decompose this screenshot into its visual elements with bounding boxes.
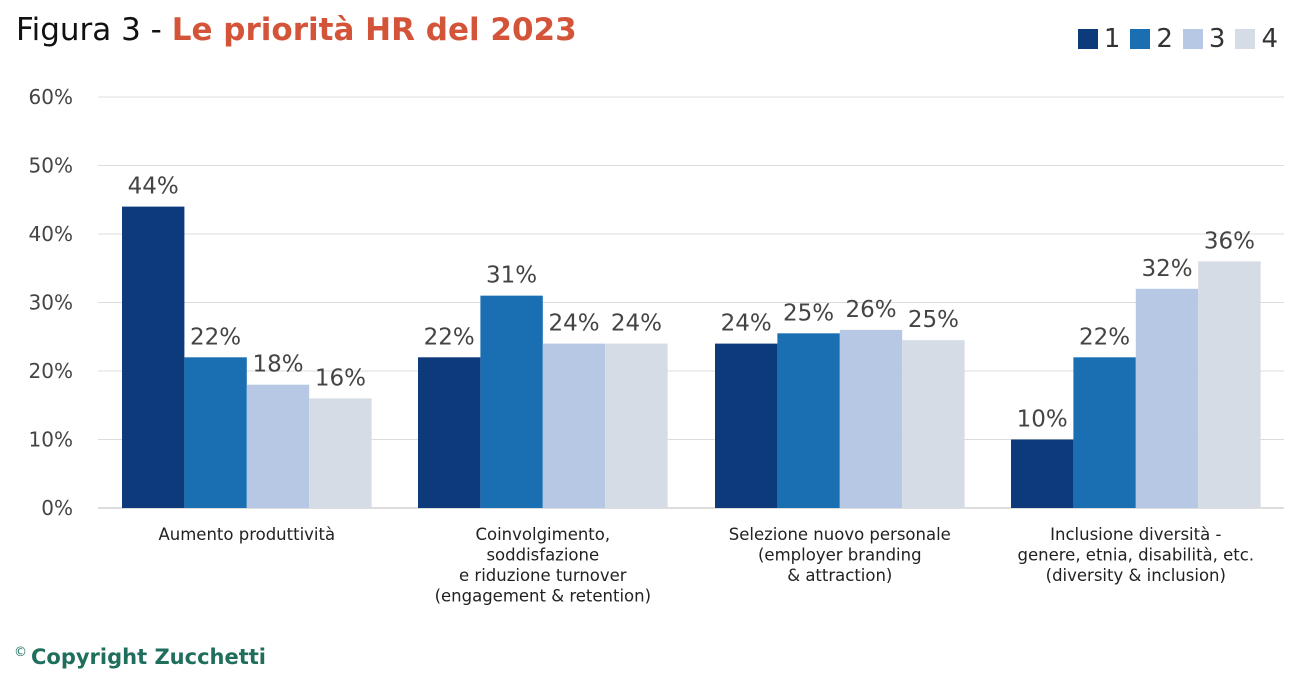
data-label: 22% <box>424 324 475 350</box>
copyright-text: Copyright Zucchetti <box>31 645 266 669</box>
category-label: Aumento produttività <box>158 525 335 544</box>
data-label: 26% <box>845 297 896 323</box>
category-label-line: (employer branding <box>758 546 922 565</box>
copyright-notice: © Copyright Zucchetti <box>14 645 266 669</box>
y-tick-label: 20% <box>29 359 73 383</box>
category-label-line: (engagement & retention) <box>435 587 651 606</box>
legend-label: 3 <box>1208 24 1226 54</box>
data-label: 22% <box>1079 324 1130 350</box>
category-label-line: genere, etnia, disabilità, etc. <box>1018 546 1255 565</box>
y-tick-label: 0% <box>41 496 73 520</box>
data-label: 31% <box>486 263 537 289</box>
bar <box>605 343 668 508</box>
bar <box>184 357 247 508</box>
data-label: 18% <box>252 352 303 378</box>
bar <box>246 384 310 508</box>
bar <box>418 357 481 508</box>
bar <box>1011 439 1074 508</box>
legend-swatch <box>1077 29 1098 49</box>
bar <box>715 343 778 508</box>
bar <box>480 295 543 508</box>
legend-item: 1 <box>1077 24 1121 54</box>
category-label: Inclusione diversità - genere, etnia, dis… <box>1018 525 1255 585</box>
bar <box>902 340 965 508</box>
legend-item: 4 <box>1235 24 1278 54</box>
category-label: Coinvolgimento, soddisfazione e riduzione … <box>435 525 651 606</box>
legend-item: 2 <box>1130 24 1173 54</box>
data-label: 10% <box>1017 407 1068 433</box>
legend-swatch <box>1130 29 1151 49</box>
bar <box>1135 288 1199 508</box>
legend-label: 4 <box>1261 24 1278 54</box>
legend-swatch <box>1182 29 1203 49</box>
legend-label: 1 <box>1103 24 1121 54</box>
bar <box>1073 357 1136 508</box>
data-label: 25% <box>908 307 959 333</box>
y-tick-label: 50% <box>29 154 73 178</box>
data-label: 44% <box>128 174 179 200</box>
category-label-line: Inclusione diversità - <box>1050 525 1221 544</box>
category-label: Selezione nuovo personale (employer brand… <box>729 525 951 585</box>
category-label-line: & attraction) <box>787 566 892 585</box>
data-label: 25% <box>783 300 834 326</box>
data-label: 24% <box>721 311 772 337</box>
category-label-line: e riduzione turnover <box>459 566 627 585</box>
category-label-line: Selezione nuovo personale <box>729 525 951 544</box>
legend: 1 2 3 4 <box>1068 24 1278 54</box>
data-label: 16% <box>315 365 366 391</box>
chart-title: Figura 3 - Le priorità HR del 2023 <box>16 10 577 50</box>
data-label: 32% <box>1141 256 1192 282</box>
legend-item: 3 <box>1182 24 1226 54</box>
bar <box>122 206 185 508</box>
category-label-line: soddisfazione <box>486 546 599 565</box>
bar <box>309 398 372 508</box>
y-tick-label: 40% <box>29 222 73 246</box>
y-tick-label: 60% <box>29 85 73 109</box>
category-label-line: (diversity & inclusion) <box>1046 566 1226 585</box>
bar <box>1198 261 1261 508</box>
data-label: 24% <box>611 311 662 337</box>
bar <box>839 329 903 508</box>
data-label: 24% <box>548 311 599 337</box>
data-label: 22% <box>190 324 241 350</box>
legend-label: 2 <box>1156 24 1173 54</box>
title-highlight: Le priorità HR del 2023 <box>171 12 577 48</box>
copyright-symbol: © <box>14 645 27 660</box>
data-label: 36% <box>1204 228 1255 254</box>
title-prefix: Figura 3 - <box>16 12 172 48</box>
category-label-line: Aumento produttività <box>158 525 335 544</box>
category-label-line: Coinvolgimento, <box>475 525 610 544</box>
y-tick-label: 10% <box>29 428 73 452</box>
legend-swatch <box>1235 29 1256 49</box>
bar <box>777 333 840 508</box>
bar <box>542 343 606 508</box>
y-tick-label: 30% <box>29 291 73 315</box>
